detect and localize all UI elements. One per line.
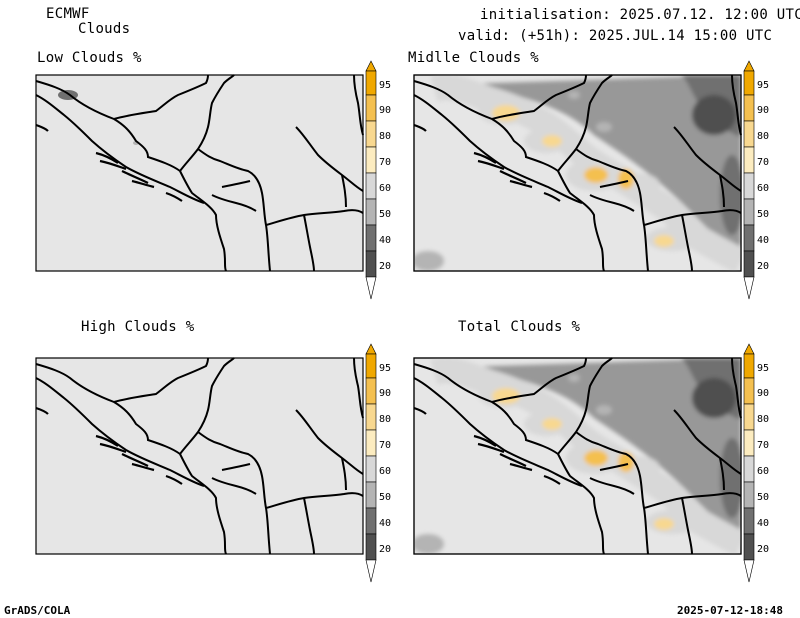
colorbar-tick-label: 70	[379, 440, 391, 451]
colorbar-tick-label: 90	[757, 388, 769, 399]
colorbar-tick-label: 50	[379, 492, 391, 503]
colorbar-tick-label: 70	[757, 157, 769, 168]
colorbar-tick-label: 40	[379, 235, 391, 246]
colorbar-tick-label: 90	[757, 105, 769, 116]
panel-low-clouds	[34, 74, 364, 272]
colorbar-mid	[743, 60, 755, 300]
colorbar-tick-label: 80	[379, 414, 391, 425]
colorbar-tick-label: 50	[379, 209, 391, 220]
panel-title-low: Low Clouds %	[37, 50, 142, 66]
colorbar-tick-label: 60	[379, 466, 391, 477]
panel-high-clouds	[34, 357, 364, 555]
valid-time-text: valid: (+51h): 2025.JUL.14 15:00 UTC	[458, 28, 773, 44]
colorbar-tick-label: 60	[757, 183, 769, 194]
colorbar-tick-label: 40	[757, 235, 769, 246]
colorbar-tick-label: 90	[379, 388, 391, 399]
initialisation-text: initialisation: 2025.07.12. 12:00 UTC	[480, 7, 800, 23]
panel-title-total: Total Clouds %	[458, 319, 581, 335]
colorbar-tick-label: 90	[379, 105, 391, 116]
colorbar-tick-label: 80	[757, 131, 769, 142]
colorbar-low	[365, 60, 377, 300]
colorbar-tick-label: 95	[757, 80, 769, 91]
footer-timestamp: 2025-07-12-18:48	[677, 604, 783, 617]
colorbar-tick-label: 60	[757, 466, 769, 477]
colorbar-tick-label: 60	[379, 183, 391, 194]
model-label: ECMWF	[46, 6, 90, 22]
product-label: Clouds	[78, 21, 131, 37]
colorbar-tick-label: 20	[757, 261, 769, 272]
colorbar-tick-label: 20	[379, 261, 391, 272]
panel-middle-clouds	[412, 74, 742, 272]
colorbar-tick-label: 50	[757, 209, 769, 220]
colorbar-tick-label: 95	[379, 80, 391, 91]
footer-software: GrADS/COLA	[4, 604, 71, 617]
colorbar-tick-label: 95	[379, 363, 391, 374]
colorbar-tick-label: 80	[379, 131, 391, 142]
colorbar-tick-label: 50	[757, 492, 769, 503]
colorbar-tick-label: 80	[757, 414, 769, 425]
colorbar-tick-label: 40	[379, 518, 391, 529]
colorbar-tick-label: 95	[757, 363, 769, 374]
colorbar-tick-label: 70	[379, 157, 391, 168]
panel-title-mid: Midlle Clouds %	[408, 50, 539, 66]
colorbar-tick-label: 20	[757, 544, 769, 555]
panel-total-clouds	[412, 357, 742, 555]
colorbar-total	[743, 343, 755, 583]
colorbar-high	[365, 343, 377, 583]
colorbar-tick-label: 40	[757, 518, 769, 529]
colorbar-tick-label: 70	[757, 440, 769, 451]
colorbar-tick-label: 20	[379, 544, 391, 555]
panel-title-high: High Clouds %	[81, 319, 195, 335]
